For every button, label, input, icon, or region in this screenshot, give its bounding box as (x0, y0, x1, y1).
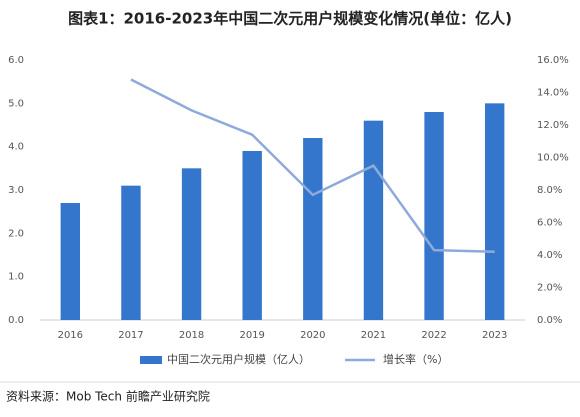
bar (242, 151, 262, 320)
x-tick-label: 2019 (239, 330, 264, 341)
y2-tick-label: 8.0% (537, 185, 562, 196)
x-tick-label: 2022 (421, 330, 446, 341)
y-tick-label: 5.0 (8, 98, 24, 109)
bar (121, 185, 141, 320)
y2-tick-label: 10.0% (537, 153, 569, 164)
chart-title: 图表1：2016-2023年中国二次元用户规模变化情况(单位：亿人) (68, 10, 512, 28)
legend-label: 增长率（%） (383, 352, 448, 366)
y-tick-label: 6.0 (8, 55, 24, 66)
y2-tick-label: 14.0% (537, 88, 569, 99)
y2-tick-label: 4.0% (537, 250, 562, 261)
bar (363, 120, 384, 321)
y-tick-label: 2.0 (8, 228, 24, 239)
x-tick-label: 2021 (361, 330, 386, 341)
bar (181, 168, 202, 320)
y-tick-label: 0.0 (8, 315, 24, 326)
y2-tick-label: 0.0% (537, 315, 562, 326)
line (130, 78, 495, 253)
bar (424, 112, 444, 320)
x-tick-label: 2023 (482, 330, 507, 341)
source: 资料来源：Mob Tech 前瞻产业研究院 (6, 389, 210, 404)
legend-swatch (140, 356, 162, 364)
x-tick-label: 2018 (179, 330, 204, 341)
x-tick-label: 2016 (58, 330, 83, 341)
bar (484, 103, 505, 320)
y-tick-label: 4.0 (8, 142, 24, 153)
bar (303, 138, 323, 320)
y2-tick-label: 12.0% (537, 120, 569, 131)
y-tick-label: 3.0 (8, 185, 24, 196)
bar (60, 203, 81, 320)
x-tick-label: 2020 (300, 330, 325, 341)
y-tick-label: 1.0 (8, 272, 24, 283)
x-tick-label: 2017 (118, 330, 143, 341)
legend-label: 中国二次元用户规模（亿人） (167, 352, 310, 366)
y2-tick-label: 16.0% (537, 55, 569, 66)
y2-tick-label: 2.0% (537, 283, 562, 294)
y2-tick-label: 6.0% (537, 218, 562, 229)
